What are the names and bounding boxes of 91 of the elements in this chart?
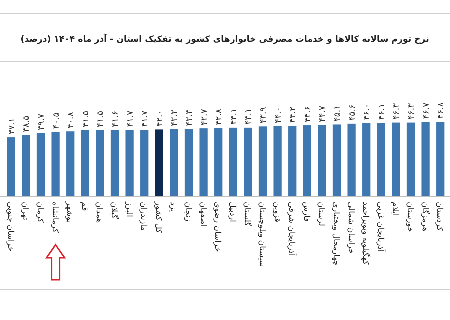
- data-label: ۴۶.۳: [407, 102, 417, 120]
- bar: [422, 122, 430, 197]
- bar: [332, 124, 342, 197]
- x-tick-label: بوشهر: [66, 201, 75, 224]
- x-tick-label: زنجان: [184, 202, 193, 222]
- bar: [436, 122, 445, 197]
- x-tick-label: یزد: [169, 202, 178, 212]
- bar: [229, 128, 238, 197]
- bar: [170, 129, 178, 197]
- bar: [36, 133, 46, 197]
- x-tick-label: چهارمحال وبختیاری: [332, 202, 341, 266]
- bar: [244, 128, 252, 197]
- data-label: ۴۱.۵: [96, 110, 106, 128]
- bar: [200, 128, 208, 197]
- data-label: ۴۳.۱: [229, 108, 240, 125]
- data-label: ۴۲.۰: [155, 110, 166, 127]
- data-label: ۴۴.۶: [303, 106, 314, 123]
- data-label: ۳۸.۵: [22, 115, 32, 132]
- data-label: ۴۱.۶: [111, 110, 121, 128]
- chart-title: نرخ تورم سالانه کالاها و خدمات مصرفی خانوارهای کشور به تفکیک استان - آذر ماه ۱۴۰۴ (درصد): [20, 33, 430, 45]
- x-tick-label: البرز: [124, 201, 134, 218]
- x-tick-label: کردستان: [436, 202, 445, 232]
- bar: [258, 126, 268, 197]
- x-tick-label: آذربایجان غربی: [376, 202, 386, 253]
- bar: [377, 123, 386, 197]
- x-tick-label: قم: [80, 202, 90, 212]
- x-tick-label: کرمانشاه: [50, 202, 60, 234]
- bar: [406, 122, 416, 197]
- bar: [7, 138, 16, 197]
- bar: [22, 135, 30, 197]
- bar: [303, 126, 312, 197]
- x-tick-label: اصفهان: [198, 202, 208, 228]
- x-tick-label: فارس: [302, 202, 312, 222]
- x-tick-label: همدان: [95, 202, 104, 224]
- data-label: ۴۲.۷: [200, 108, 210, 126]
- x-tick-label: آذربایجان شرقی: [288, 202, 298, 257]
- data-label: ۳۷.۱: [7, 118, 18, 135]
- data-label: ۴۱.۷: [140, 110, 151, 128]
- data-label: ۴۴.۰: [274, 107, 284, 124]
- x-tick-label: خراسان جنوبی: [6, 202, 16, 252]
- bar: [348, 124, 356, 197]
- data-label: ۴۶.۰: [362, 104, 373, 120]
- data-label: ۴۲.۲: [170, 110, 180, 126]
- data-label: ۴۶.۳: [392, 102, 402, 120]
- data-label: ۴۲.۸: [214, 108, 225, 126]
- data-label: ۴۵.۱: [333, 105, 343, 122]
- data-label: ۴۴.۲: [288, 106, 299, 124]
- x-tick-label: تهران: [21, 202, 30, 220]
- x-tick-label: خراسان شمالی: [346, 202, 356, 254]
- bar: [155, 130, 164, 197]
- x-tick-label: گیلان: [110, 202, 120, 220]
- bar: [362, 123, 371, 197]
- bar: [214, 128, 223, 197]
- data-label: ۴۰.۸: [66, 112, 77, 129]
- data-label: ۴۶.۷: [422, 102, 432, 120]
- data-label: ۴۲.۳: [185, 109, 195, 126]
- bar: [81, 130, 90, 197]
- data-label: ۴۳.۹: [259, 106, 269, 124]
- x-tick-label: قزوین: [272, 202, 282, 223]
- x-tick-label: گلستان: [243, 202, 254, 227]
- bar: [288, 126, 297, 197]
- data-label: ۴۳.۱: [244, 108, 254, 125]
- x-tick-label: خوزستان: [406, 202, 415, 232]
- data-label: ۴۵.۶: [348, 104, 358, 121]
- data-label: ۳۹.۷: [37, 114, 47, 130]
- x-tick-label: لرستان: [317, 202, 326, 226]
- bar: [274, 126, 282, 197]
- bar: [110, 130, 120, 197]
- x-tick-label: کل کشور: [154, 201, 164, 234]
- x-tick-label: سیستان وبلوچستان: [258, 202, 267, 268]
- bar: [184, 129, 194, 197]
- x-tick-label: ایلام: [391, 202, 400, 216]
- x-tick-label: کهگیلویه وبویراحمد: [362, 202, 372, 266]
- x-tick-label: اردبیل: [228, 202, 238, 222]
- bar: [392, 122, 400, 197]
- bar: [318, 125, 326, 197]
- data-label: ۴۴.۷: [318, 106, 328, 122]
- bar: [140, 130, 149, 197]
- x-tick-label: هرمزگان: [420, 202, 431, 232]
- bar: [52, 132, 60, 197]
- bar: [96, 130, 104, 197]
- data-label: ۴۶.۱: [377, 104, 388, 120]
- data-label: ۴۰.۵: [52, 112, 62, 130]
- bar: [126, 130, 134, 197]
- data-label: ۴۱.۵: [81, 110, 92, 128]
- x-tick-label: کرمان: [36, 202, 45, 224]
- x-tick-label: خراسان رضوی: [214, 202, 223, 252]
- data-label: ۴۶.۸: [436, 102, 447, 119]
- bar: [66, 132, 75, 197]
- x-tick-label: مازندران: [140, 202, 149, 231]
- data-label: ۴۱.۷: [126, 110, 136, 128]
